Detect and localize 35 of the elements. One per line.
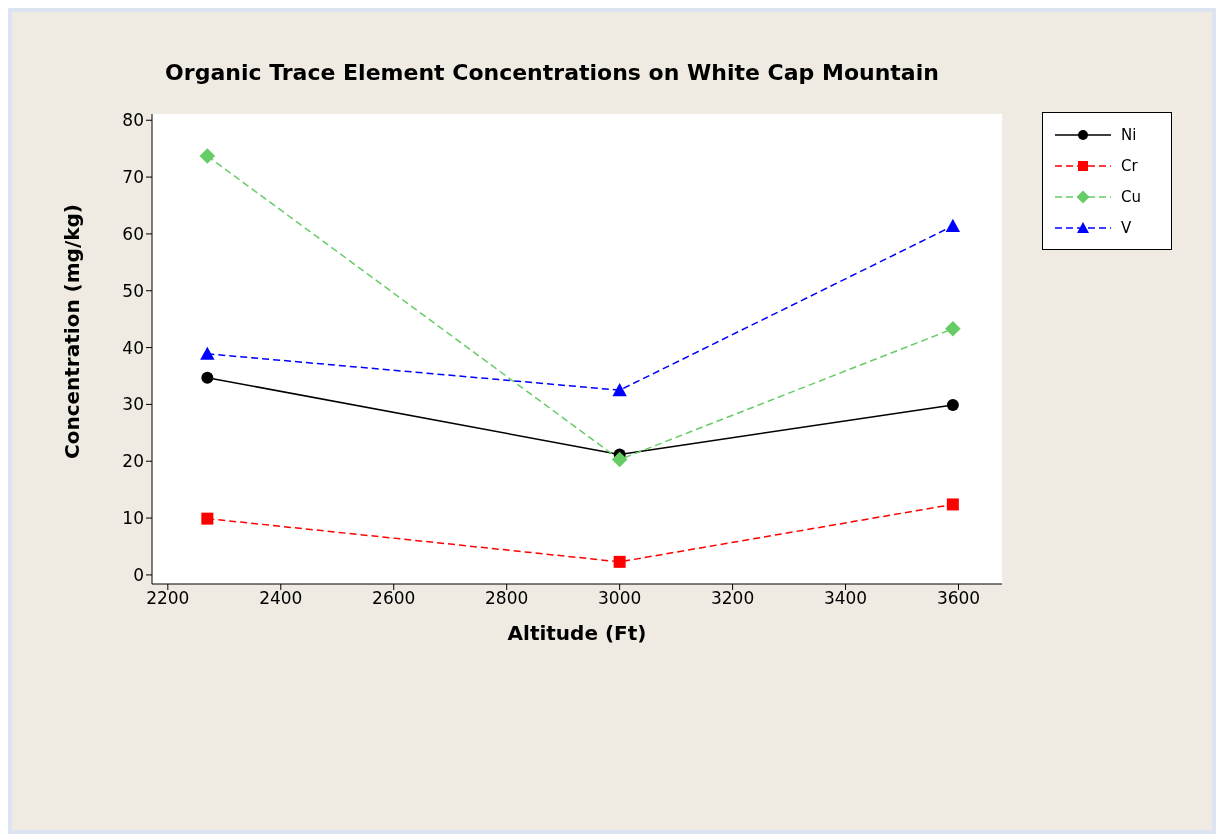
x-tick-label: 2200	[146, 588, 190, 609]
y-tick-label: 60	[122, 223, 144, 244]
point	[612, 383, 627, 397]
point	[613, 555, 626, 568]
point	[201, 371, 214, 384]
x-tick-label: 3000	[598, 588, 642, 609]
x-axis-title: Altitude (Ft)	[507, 621, 647, 645]
y-tick-label: 70	[122, 167, 144, 188]
y-tick-label: 40	[122, 337, 144, 358]
point	[946, 398, 959, 411]
y-tick-label: 80	[122, 110, 144, 131]
x-tick-label: 3600	[936, 588, 981, 609]
point	[946, 498, 959, 511]
y-tick-label: 0	[133, 564, 144, 585]
y-tick-label: 50	[122, 280, 144, 301]
point	[201, 512, 214, 525]
x-tick-label: 3200	[710, 588, 755, 609]
chart-title: Organic Trace Element Concentrations on White Cap Mountain	[164, 60, 940, 85]
point	[945, 218, 961, 232]
y-tick-label: 10	[122, 508, 144, 529]
point	[945, 321, 961, 337]
legend-label: Ni	[1121, 125, 1137, 144]
point	[199, 148, 216, 164]
legend-label: V	[1121, 218, 1132, 237]
y-tick-label: 30	[122, 394, 144, 415]
y-tick-label: 20	[122, 451, 144, 472]
y-axis-title: Concentration (mg/kg)	[60, 204, 85, 459]
legend-label: Cr	[1121, 156, 1138, 175]
x-tick-label: 3400	[823, 588, 868, 609]
point	[611, 451, 628, 468]
x-tick-label: 2800	[485, 588, 529, 609]
point	[200, 346, 215, 360]
legend-label: Cu	[1121, 187, 1141, 206]
x-tick-label: 2600	[372, 588, 416, 609]
x-tick-label: 2400	[259, 588, 303, 609]
